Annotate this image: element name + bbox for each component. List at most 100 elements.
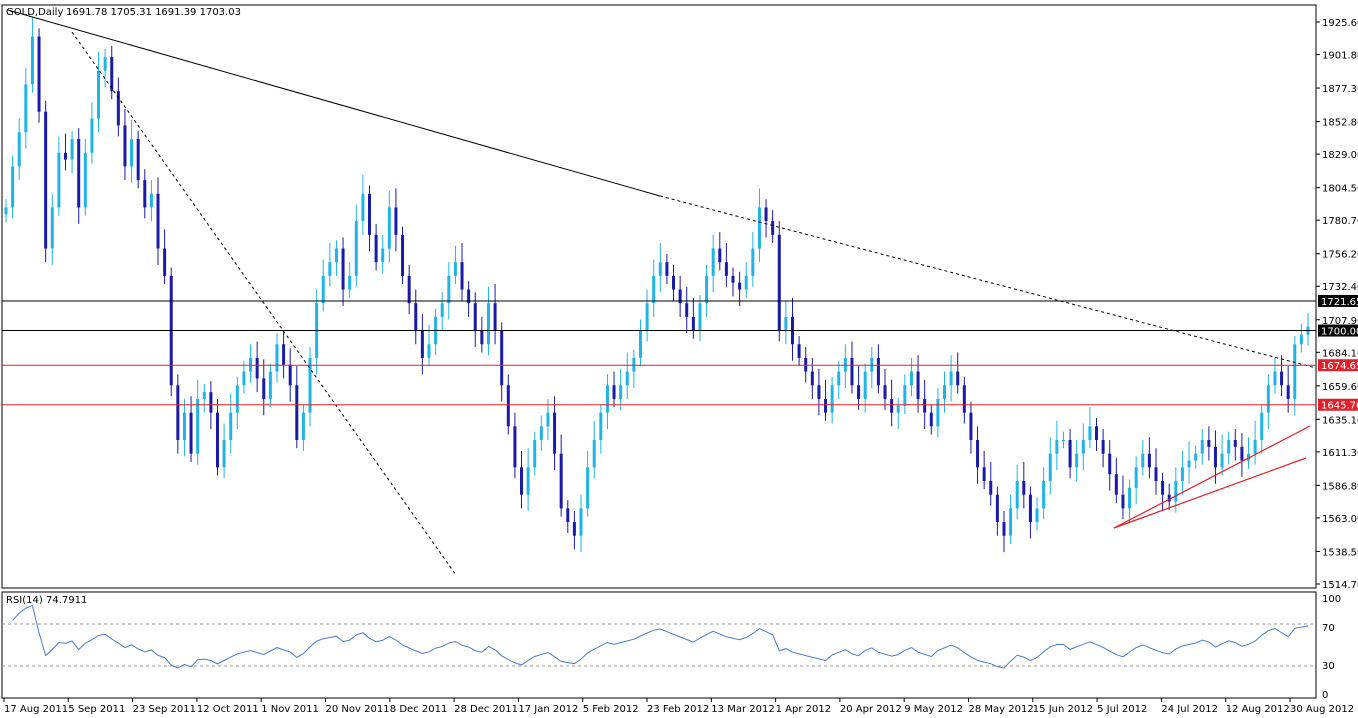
candle-body — [460, 262, 464, 290]
time-tick-label: 30 Aug 2012 — [1290, 704, 1354, 715]
price-tick-label: 1804.50 — [1322, 184, 1358, 195]
candle-body — [566, 508, 570, 523]
candle-body — [850, 357, 854, 386]
candle-body — [401, 234, 405, 276]
candle-body — [1194, 453, 1198, 461]
uptrend-line-lower — [1113, 457, 1307, 529]
long-downtrend-extension — [659, 195, 1317, 369]
candle-body — [1081, 439, 1085, 454]
candle-body — [414, 303, 418, 331]
candle-body — [70, 139, 74, 160]
time-tick-label: 28 May 2012 — [969, 704, 1034, 715]
price-tick-label: 1635.10 — [1322, 415, 1358, 426]
candle-body — [255, 357, 259, 379]
candle-body — [420, 330, 424, 358]
time-tick-label: 28 Dec 2011 — [454, 704, 518, 715]
candle-body — [103, 57, 107, 71]
candle-body — [751, 248, 755, 276]
candle-body — [1022, 481, 1026, 495]
candle-body — [533, 439, 537, 468]
candle-body — [1286, 385, 1290, 399]
price-tick-label: 1732.40 — [1322, 282, 1358, 293]
candle-body — [176, 385, 180, 440]
candle-body — [215, 412, 219, 468]
candle-body — [989, 481, 993, 495]
level-badge — [1318, 324, 1358, 337]
ohlc-readout: 1691.78 1705.31 1691.39 1703.03 — [66, 7, 241, 18]
candle-body — [473, 303, 477, 331]
candle-body — [77, 139, 81, 208]
candle-body — [1114, 474, 1118, 495]
candle-body — [1088, 426, 1092, 440]
candle-body — [553, 412, 557, 454]
candle-body — [896, 405, 900, 413]
time-tick-label: 5 Jul 2012 — [1097, 704, 1147, 715]
steep-downtrend-line — [71, 31, 457, 576]
candle-body — [744, 275, 748, 290]
candle-body — [705, 275, 709, 304]
rsi-line — [12, 604, 1309, 669]
candles-layer — [4, 17, 1310, 553]
candle-body — [110, 57, 114, 92]
candle-body — [890, 398, 894, 413]
candle-body — [672, 275, 676, 290]
candle-body — [30, 36, 34, 85]
candle-body — [4, 207, 8, 215]
candle-body — [1141, 453, 1145, 468]
price-tick-label: 1925.60 — [1322, 18, 1358, 29]
candle-body — [546, 412, 550, 427]
candle-body — [394, 207, 398, 235]
candle-body — [467, 289, 471, 304]
level-lines: 1721.65 1700.00 1674.65 1645.76 — [2, 294, 1358, 412]
level-badge-label: 1721.65 — [1321, 297, 1358, 308]
candle-body — [387, 207, 391, 249]
candle-body — [282, 344, 286, 365]
candle-body — [685, 303, 689, 317]
candle-body — [348, 275, 352, 290]
candle-body — [1273, 371, 1277, 386]
candle-body — [275, 344, 279, 372]
time-tick-label: 1 Nov 2011 — [261, 704, 319, 715]
candle-body — [149, 193, 153, 208]
candle-body — [1128, 487, 1132, 509]
time-tick-label: 1 Apr 2012 — [776, 704, 831, 715]
candle-body — [956, 371, 960, 386]
price-pane-frame — [1, 4, 1317, 589]
candle-body — [308, 357, 312, 413]
candle-body — [480, 330, 484, 345]
candle-body — [334, 248, 338, 263]
candle-body — [526, 467, 530, 495]
time-tick-label: 5 Feb 2012 — [583, 704, 639, 715]
candle-body — [731, 275, 735, 283]
candle-body — [1121, 494, 1125, 509]
level-badge — [1318, 359, 1358, 372]
candle-body — [11, 166, 15, 208]
candle-body — [1147, 453, 1151, 468]
candle-body — [1108, 453, 1112, 475]
rsi-tick-label: 30 — [1322, 661, 1335, 672]
candle-body — [143, 180, 147, 208]
rsi-label: RSI(14) 74.7911 — [6, 595, 87, 606]
candle-body — [235, 385, 239, 413]
candle-body — [903, 385, 907, 406]
candle-body — [163, 248, 167, 276]
candle-body — [645, 303, 649, 331]
candle-body — [44, 111, 48, 249]
candle-body — [1154, 467, 1158, 482]
candle-body — [295, 385, 299, 440]
candle-body — [1161, 481, 1165, 495]
candle-body — [196, 398, 200, 454]
long-downtrend-line — [7, 9, 661, 197]
candle-body — [579, 508, 583, 536]
candle-body — [374, 234, 378, 263]
candle-body — [916, 371, 920, 399]
candle-body — [1220, 453, 1224, 468]
candle-body — [612, 385, 616, 399]
candle-body — [1167, 494, 1171, 502]
candle-body — [969, 412, 973, 440]
candle-body — [1002, 522, 1006, 536]
candle-body — [572, 522, 576, 536]
candle-body — [407, 275, 411, 304]
price-tick-label: 1756.20 — [1322, 250, 1358, 261]
candle-body — [1240, 446, 1244, 461]
